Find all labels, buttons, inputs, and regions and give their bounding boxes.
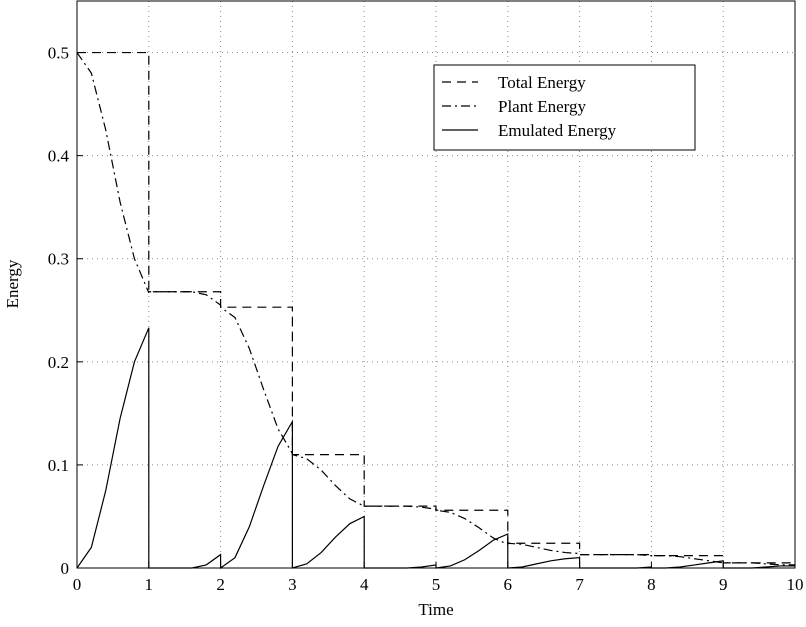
y-tick-label: 0.3 [48,250,69,269]
x-tick-label: 6 [504,575,513,594]
legend-box [433,64,696,151]
x-tick-label: 3 [288,575,297,594]
y-tick-label: 0.5 [48,44,69,63]
x-tick-label: 7 [575,575,584,594]
x-tick-label: 10 [787,575,804,594]
x-tick-label: 2 [216,575,225,594]
x-tick-label: 0 [73,575,82,594]
y-tick-label: 0.1 [48,456,69,475]
y-tick-label: 0 [61,559,70,578]
x-tick-label: 1 [145,575,154,594]
legend-label: Total Energy [498,73,586,92]
series-line [76,52,795,566]
series-line [77,51,795,564]
y-axis-label: Energy [3,259,22,308]
x-tick-label: 4 [360,575,369,594]
x-tick-label: 8 [647,575,656,594]
y-tick-label: 0.2 [48,353,69,372]
legend-label: Plant Energy [498,97,586,116]
legend-label: Emulated Energy [498,121,617,140]
x-axis-label: Time [418,600,453,619]
x-tick-label: 9 [719,575,728,594]
y-tick-label: 0.4 [48,147,70,166]
series-line [76,327,795,570]
x-tick-label: 5 [432,575,441,594]
